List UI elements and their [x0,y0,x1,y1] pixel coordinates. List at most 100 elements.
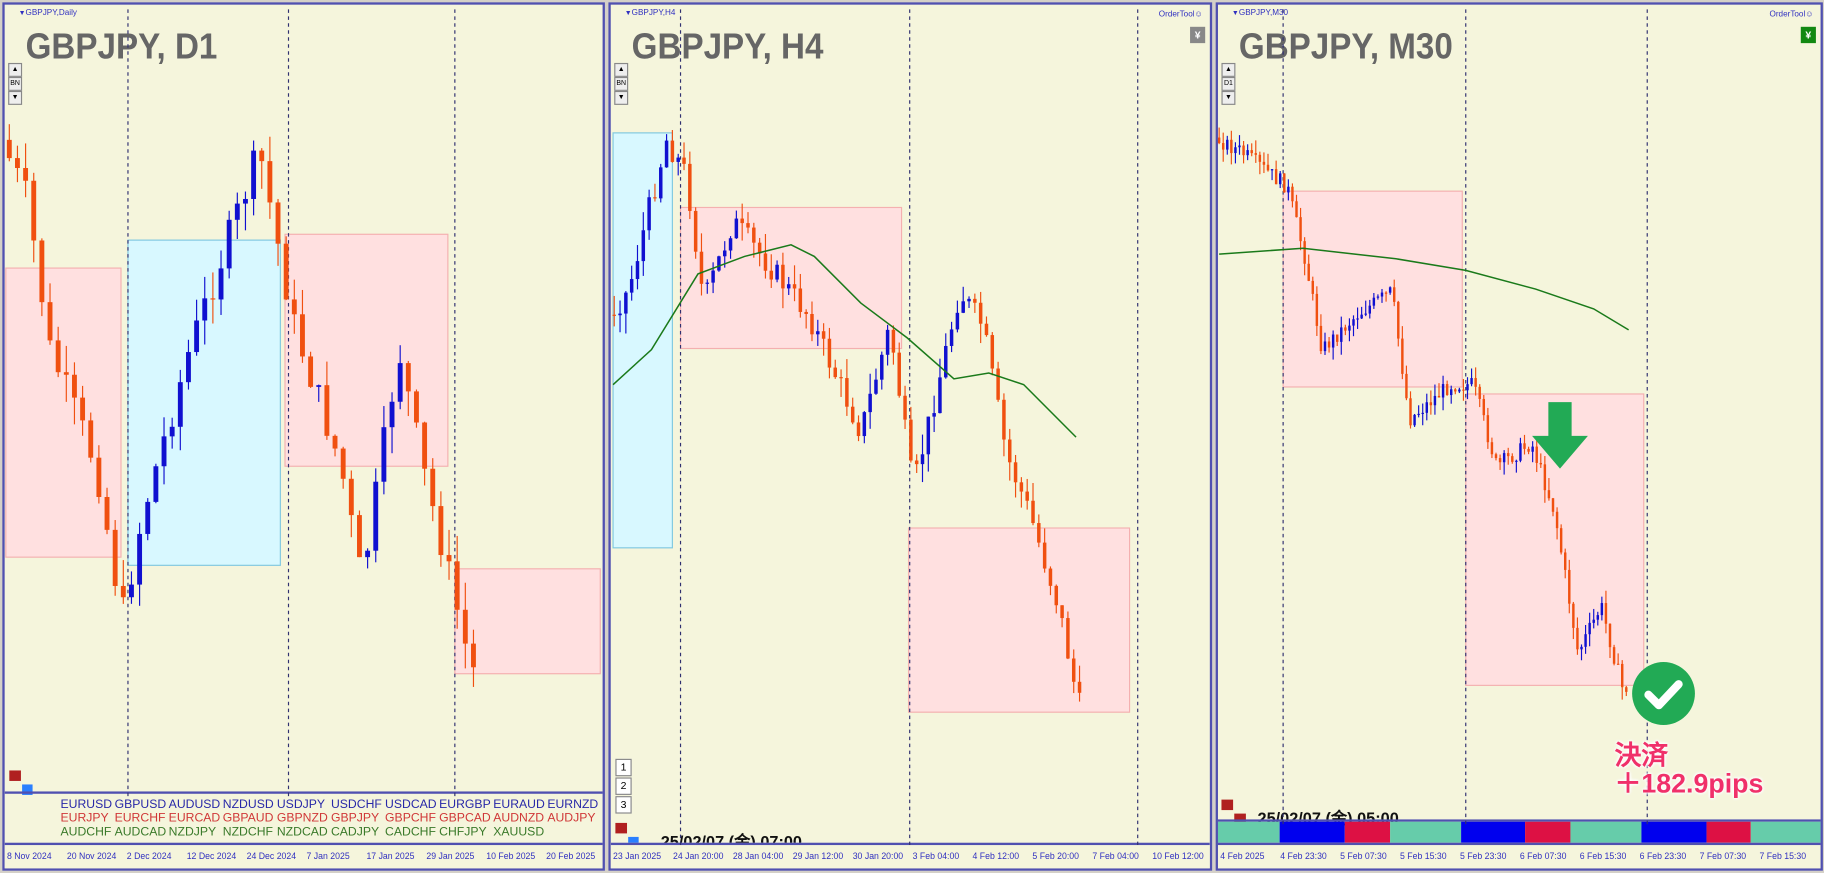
candle-body [1429,402,1433,406]
symbol-button-xauusd[interactable]: XAUUSD [493,825,545,840]
symbol-button-cadjpy[interactable]: CADJPY [330,825,380,840]
candle-body [1303,241,1306,264]
scale-down-button[interactable]: ▼ [8,90,23,105]
symbol-button-audjpy[interactable]: AUDJPY [547,811,596,826]
zone-box [612,132,673,549]
symbol-button-nzdjpy[interactable]: NZDJPY [168,825,217,840]
candle-body [880,354,884,380]
symbol-button-cadchf[interactable]: CADCHF [385,825,436,840]
candle-body [711,270,715,283]
candle-body [1462,389,1465,391]
symbol-button-chfjpy[interactable]: CHFJPY [439,825,487,840]
candle-body [1576,627,1579,650]
symbol-button-gbpcad[interactable]: GBPCAD [439,811,491,826]
symbol-button-euraud[interactable]: EURAUD [493,797,545,812]
order-tool-label[interactable]: OrderTool☺ [1158,10,1203,19]
scale-down-button[interactable]: ▼ [1221,90,1236,105]
candle-body [1054,585,1059,606]
close-icon[interactable] [615,822,628,834]
symbol-button-eurusd[interactable]: EURUSD [60,797,113,812]
candle-body [1559,528,1563,553]
candle-body [1250,150,1253,154]
time-axis-label: 10 Feb 12:00 [1152,850,1204,862]
candle-body [1060,605,1064,619]
candle-body [169,426,175,437]
candle-body [129,584,134,598]
symbol-button-eurjpy[interactable]: EURJPY [60,811,109,826]
time-axis-label: 7 Feb 07:30 [1699,850,1747,862]
candle-body [153,466,159,502]
scale-up-button[interactable]: ▲ [8,62,23,77]
candle-body [763,253,768,271]
time-axis-label: 29 Jan 12:00 [792,850,844,862]
symbol-button-eurcad[interactable]: EURCAD [168,811,221,826]
candle-body [1066,618,1070,659]
scale-mode-button[interactable]: BN [614,76,629,91]
candle-body [833,367,837,378]
candle-body [1470,378,1473,385]
candle-body [1474,378,1477,387]
symbol-button-usdchf[interactable]: USDCHF [330,797,382,812]
symbol-button-nzdusd[interactable]: NZDUSD [222,797,274,812]
symbol-button-gbpaud[interactable]: GBPAUD [222,811,274,826]
symbol-button-usdcad[interactable]: USDCAD [385,797,437,812]
scale-mode-button[interactable]: D1 [1221,76,1236,91]
settlement-label: 決済 [1614,740,1669,771]
candle-body [1258,154,1262,162]
session-segment [1344,821,1390,843]
close-icon[interactable] [1221,799,1234,811]
candle-body [137,533,143,585]
candle-body [734,218,739,239]
symbol-button-eurchf[interactable]: EURCHF [114,811,166,826]
settings-icon[interactable] [1234,813,1246,825]
moving-average-line [612,243,1077,438]
candle-body [1531,446,1534,452]
time-axis-label: 7 Feb 15:30 [1759,850,1807,862]
symbol-button-audusd[interactable]: AUDUSD [168,797,221,812]
zone-box [127,239,281,566]
scale-down-button[interactable]: ▼ [614,90,629,105]
candle-body [316,385,322,387]
candle-body [1588,622,1591,635]
symbol-button-gbpjpy[interactable]: GBPJPY [330,811,380,826]
time-axis: 8 Nov 2024 20 Nov 2024 2 Dec 2024 12 Dec 20… [4,842,603,869]
settings-icon[interactable] [22,784,33,795]
order-tool-label[interactable]: OrderTool☺ [1769,10,1814,19]
candle-body [1596,615,1600,620]
time-axis-label: 24 Jan 20:00 [672,850,724,862]
layout-button-3[interactable]: 3 [615,796,632,814]
settings-icon[interactable] [628,836,639,848]
symbol-button-gbpnzd[interactable]: GBPNZD [276,811,328,826]
scale-up-button[interactable]: ▲ [1221,62,1236,77]
symbol-button-eurnzd[interactable]: EURNZD [547,797,599,812]
symbol-button-audcad[interactable]: AUDCAD [114,825,167,840]
candle-body [120,585,126,598]
symbol-button-nzdcad[interactable]: NZDCAD [276,825,328,840]
candle-body [635,261,640,280]
symbol-button-gbpusd[interactable]: GBPUSD [114,797,167,812]
time-axis-label: 4 Feb 2025 [1220,850,1265,862]
yen-button[interactable]: ¥ [1800,26,1816,44]
candle-body [757,242,762,254]
time-axis-label: 2 Dec 2024 [126,850,172,862]
symbol-button-audchf[interactable]: AUDCHF [60,825,112,840]
yen-button[interactable]: ¥ [1190,26,1206,44]
candle-body [647,197,651,231]
candle-body [874,379,878,394]
symbol-button-gbpchf[interactable]: GBPCHF [385,811,436,826]
symbol-button-eurgbp[interactable]: EURGBP [439,797,491,812]
layout-button-1[interactable]: 1 [615,758,632,777]
close-icon[interactable] [9,770,21,781]
layout-button-2[interactable]: 2 [615,777,632,795]
candle-body [688,163,692,211]
chart-panel-m30[interactable]: GBPJPY,M30 GBPJPY, M30 OrderTool☺ ¥ ▲ D1… [1215,2,1823,871]
candle-body [618,313,622,316]
scale-up-button[interactable]: ▲ [614,62,629,77]
symbol-button-nzdchf[interactable]: NZDCHF [222,825,273,840]
symbol-button-usdjpy[interactable]: USDJPY [276,797,326,812]
candle-body [1234,147,1237,154]
chart-title: GBPJPY, D1 [25,25,218,67]
symbol-button-audnzd[interactable]: AUDNZD [493,811,545,826]
scale-mode-button[interactable]: BN [8,76,23,91]
